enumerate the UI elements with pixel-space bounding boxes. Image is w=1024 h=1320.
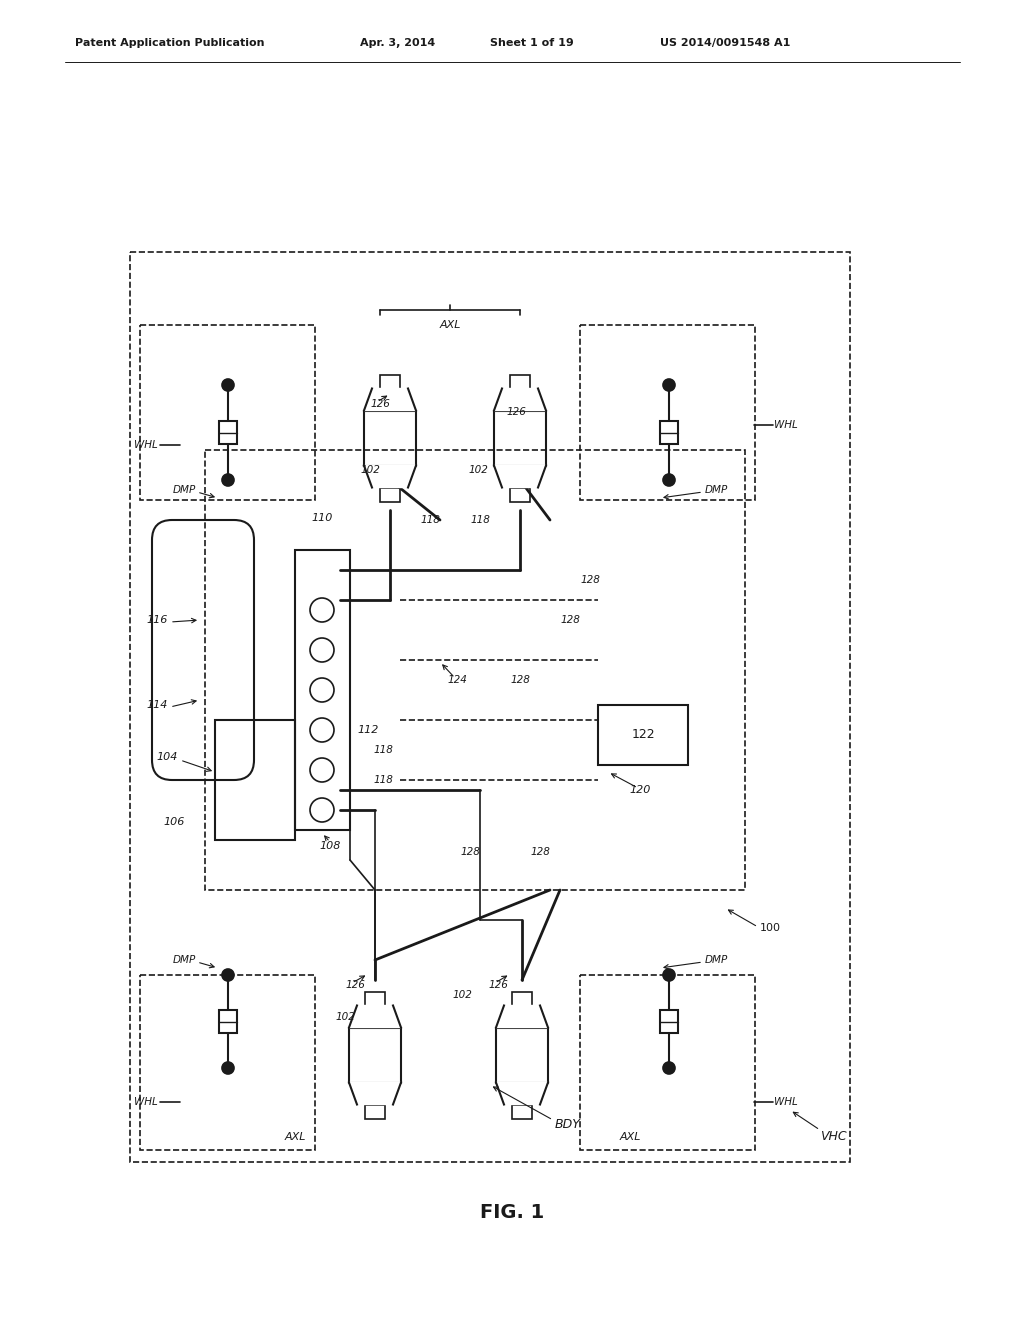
Bar — [380, 375, 400, 388]
Text: 126: 126 — [345, 979, 365, 990]
Text: 122: 122 — [631, 729, 654, 742]
Text: FIG. 1: FIG. 1 — [480, 1203, 544, 1221]
Text: 120: 120 — [630, 785, 650, 795]
Text: 128: 128 — [460, 847, 480, 857]
Bar — [580, 975, 755, 1150]
Text: 118: 118 — [420, 515, 440, 525]
Text: Patent Application Publication: Patent Application Publication — [75, 38, 264, 48]
Text: 128: 128 — [530, 847, 550, 857]
Bar — [598, 705, 688, 766]
Text: 118: 118 — [373, 744, 393, 755]
Text: DMP: DMP — [173, 954, 196, 965]
Text: AXL: AXL — [620, 1133, 641, 1142]
Text: AXL: AXL — [285, 1133, 306, 1142]
Polygon shape — [496, 1082, 548, 1105]
Text: 102: 102 — [452, 990, 472, 1001]
Circle shape — [222, 969, 234, 981]
Bar — [130, 252, 850, 1162]
Circle shape — [663, 474, 675, 486]
Text: 100: 100 — [760, 923, 781, 933]
Text: 104: 104 — [157, 752, 178, 762]
Bar — [365, 1105, 385, 1118]
Text: 106: 106 — [164, 817, 185, 828]
Text: WHL: WHL — [134, 1097, 158, 1107]
Bar — [219, 1010, 237, 1034]
Text: 116: 116 — [146, 615, 168, 624]
Bar — [349, 1027, 401, 1082]
Text: US 2014/0091548 A1: US 2014/0091548 A1 — [660, 38, 791, 48]
Text: BDY: BDY — [555, 1118, 581, 1131]
Polygon shape — [494, 388, 546, 411]
Text: 124: 124 — [447, 675, 467, 685]
Text: 126: 126 — [370, 399, 390, 409]
Text: DMP: DMP — [705, 484, 728, 495]
Bar — [660, 421, 678, 445]
Bar — [205, 450, 745, 890]
Text: 118: 118 — [470, 515, 489, 525]
Polygon shape — [349, 1082, 401, 1105]
Circle shape — [310, 598, 334, 622]
Bar — [496, 1027, 548, 1082]
Text: 114: 114 — [146, 700, 168, 710]
Circle shape — [310, 678, 334, 702]
Bar — [140, 325, 315, 500]
Bar — [380, 487, 400, 502]
Text: 128: 128 — [580, 576, 600, 585]
Polygon shape — [496, 1006, 548, 1027]
Bar — [494, 411, 546, 466]
Text: 102: 102 — [360, 465, 380, 475]
Polygon shape — [364, 466, 416, 487]
Circle shape — [222, 474, 234, 486]
Circle shape — [663, 379, 675, 391]
Bar — [512, 1105, 532, 1118]
Text: DMP: DMP — [705, 954, 728, 965]
Bar — [295, 550, 350, 830]
Bar — [364, 411, 416, 466]
Text: 108: 108 — [319, 841, 341, 851]
Text: 112: 112 — [357, 725, 379, 735]
Text: AXL: AXL — [439, 319, 461, 330]
Text: 102: 102 — [335, 1012, 355, 1022]
Text: Sheet 1 of 19: Sheet 1 of 19 — [490, 38, 573, 48]
Text: VHC: VHC — [820, 1130, 847, 1143]
Circle shape — [310, 638, 334, 663]
Circle shape — [310, 758, 334, 781]
Bar — [510, 375, 530, 388]
Polygon shape — [349, 1006, 401, 1027]
Bar — [580, 325, 755, 500]
Text: Apr. 3, 2014: Apr. 3, 2014 — [360, 38, 435, 48]
Bar — [512, 991, 532, 1006]
Circle shape — [663, 1063, 675, 1074]
Circle shape — [310, 799, 334, 822]
Bar — [660, 1010, 678, 1034]
Text: 102: 102 — [468, 465, 488, 475]
Polygon shape — [364, 388, 416, 411]
Circle shape — [310, 718, 334, 742]
Circle shape — [222, 379, 234, 391]
Circle shape — [663, 969, 675, 981]
Text: 128: 128 — [510, 675, 530, 685]
Text: WHL: WHL — [774, 1097, 798, 1107]
Bar — [140, 975, 315, 1150]
Text: 128: 128 — [560, 615, 580, 624]
Text: DMP: DMP — [173, 484, 196, 495]
Polygon shape — [494, 466, 546, 487]
Bar — [215, 719, 295, 840]
Text: 126: 126 — [506, 407, 526, 417]
Bar — [510, 487, 530, 502]
Text: WHL: WHL — [774, 420, 798, 430]
Circle shape — [222, 1063, 234, 1074]
Text: 118: 118 — [373, 775, 393, 785]
Text: WHL: WHL — [134, 440, 158, 450]
Text: 126: 126 — [488, 979, 508, 990]
Bar — [365, 991, 385, 1006]
Bar — [219, 421, 237, 445]
Text: 110: 110 — [311, 513, 333, 523]
